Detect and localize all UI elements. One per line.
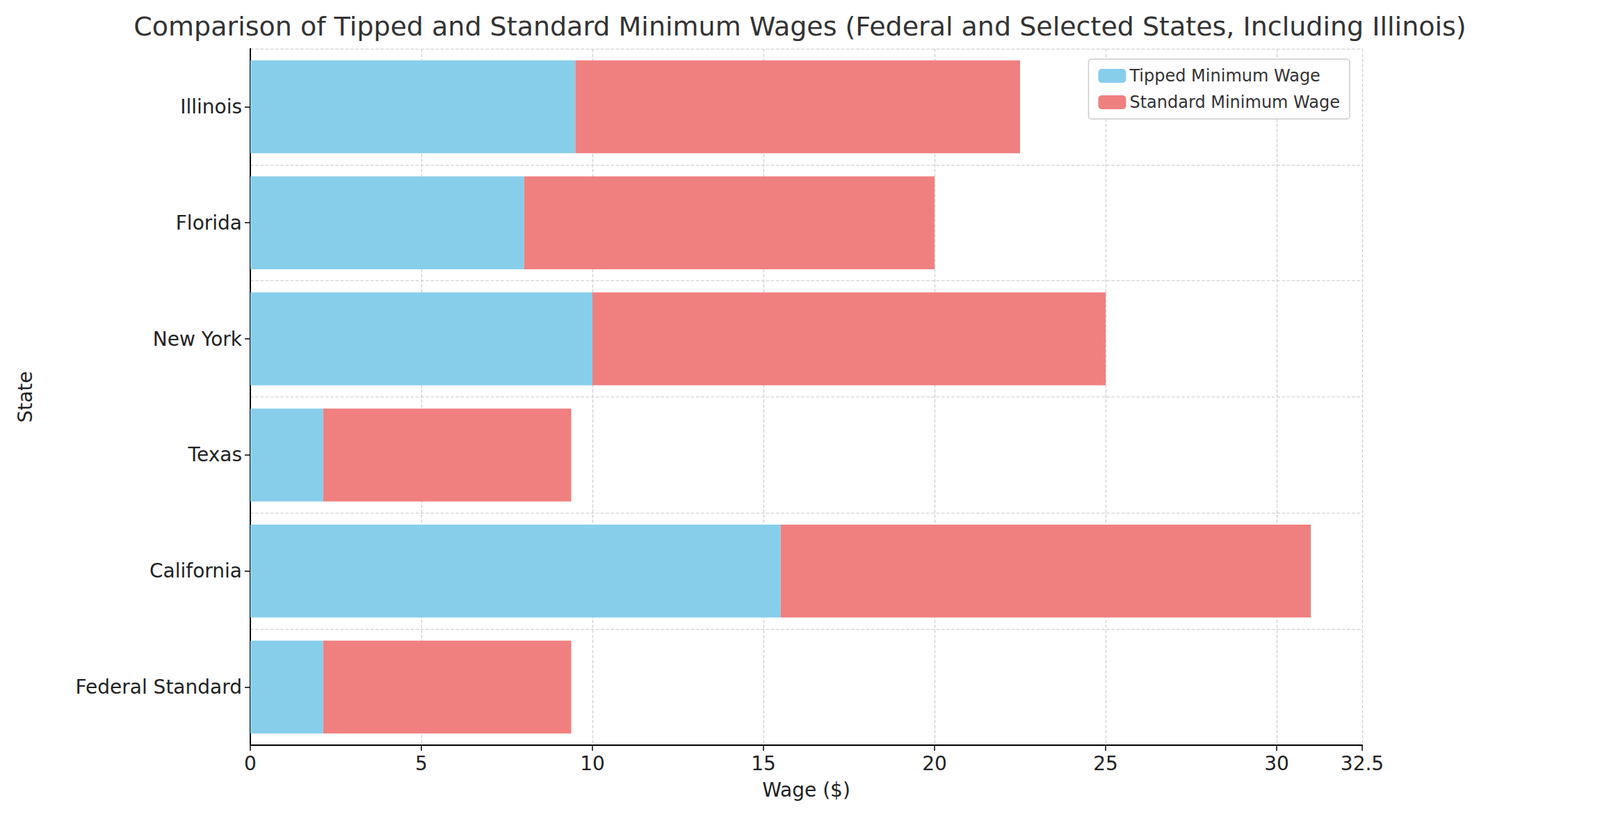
- svg-text:Tipped Minimum Wage: Tipped Minimum Wage: [1128, 66, 1320, 86]
- svg-text:0: 0: [244, 751, 257, 775]
- svg-text:5: 5: [415, 751, 428, 775]
- svg-text:25: 25: [1093, 751, 1119, 775]
- svg-text:Standard Minimum Wage: Standard Minimum Wage: [1129, 92, 1340, 112]
- svg-text:Illinois: Illinois: [180, 95, 242, 119]
- svg-text:Wage ($): Wage ($): [762, 778, 851, 802]
- svg-text:Federal Standard: Federal Standard: [75, 675, 242, 699]
- svg-text:32.5: 32.5: [1340, 751, 1384, 775]
- svg-text:State: State: [13, 370, 37, 423]
- svg-text:10: 10: [579, 751, 605, 775]
- svg-text:California: California: [149, 559, 242, 583]
- svg-text:20: 20: [922, 751, 948, 775]
- svg-text:Texas: Texas: [187, 442, 242, 466]
- svg-text:15: 15: [750, 751, 777, 775]
- svg-text:Florida: Florida: [175, 211, 242, 235]
- svg-text:30: 30: [1264, 751, 1290, 775]
- svg-text:Comparison of Tipped and Stand: Comparison of Tipped and Standard Minimu…: [133, 11, 1466, 42]
- svg-text:New York: New York: [152, 327, 243, 351]
